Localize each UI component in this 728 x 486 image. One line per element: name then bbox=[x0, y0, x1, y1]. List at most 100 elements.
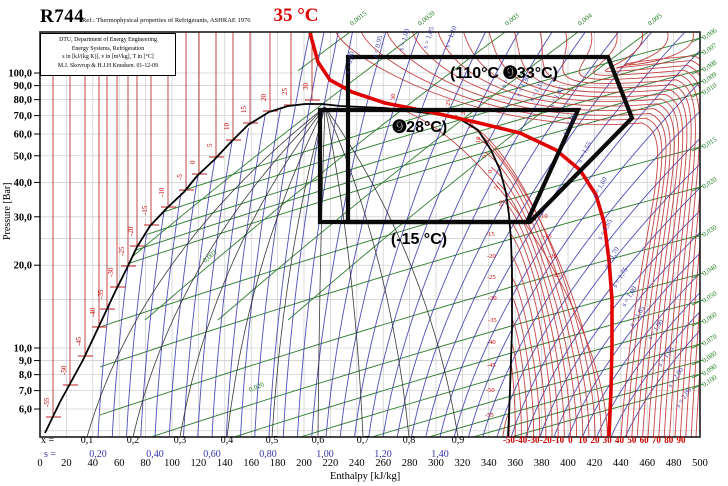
info-line-1: DTU, Department of Energy Engineering bbox=[59, 37, 157, 43]
reference-text: Ref.: Thermophysical properties of Refri… bbox=[82, 17, 251, 24]
svg-text:30: 30 bbox=[390, 94, 397, 101]
svg-text:-40: -40 bbox=[89, 307, 97, 317]
temperature-tick-labels: -50 -40 -30 -20 -10 0 10 20 30 40 50 60 70 80 90 bbox=[503, 435, 686, 445]
cycle-high-stage-annotation: (110°C ➒33°C) bbox=[449, 65, 559, 82]
svg-text:380: 380 bbox=[534, 458, 550, 469]
enthalpy-tick-labels: 0 20 40 60 80 100 120 140 160 180 200 220 240 260 280 3… bbox=[37, 458, 708, 469]
svg-text:20: 20 bbox=[61, 458, 72, 469]
svg-text:40,0: 40,0 bbox=[14, 178, 32, 189]
svg-text:-15: -15 bbox=[543, 233, 552, 240]
svg-text:320: 320 bbox=[455, 458, 471, 469]
svg-text:6,0: 6,0 bbox=[19, 405, 32, 416]
svg-text:-50: -50 bbox=[486, 387, 495, 394]
svg-text:-10: -10 bbox=[539, 213, 548, 220]
svg-text:-20: -20 bbox=[487, 253, 496, 260]
svg-text:-5: -5 bbox=[493, 186, 500, 191]
svg-text:0,6: 0,6 bbox=[312, 435, 325, 446]
svg-text:-5: -5 bbox=[176, 174, 184, 180]
svg-text:25: 25 bbox=[445, 100, 452, 107]
svg-text:120: 120 bbox=[191, 458, 207, 469]
svg-text:30: 30 bbox=[302, 83, 310, 91]
svg-text:140: 140 bbox=[217, 458, 233, 469]
thick-35c-isotherm bbox=[308, 32, 614, 437]
svg-text:9,0: 9,0 bbox=[19, 356, 32, 367]
isochore-lines bbox=[45, 32, 700, 437]
svg-text:1,00: 1,00 bbox=[316, 449, 334, 460]
svg-text:10,0: 10,0 bbox=[14, 344, 32, 355]
svg-text:420: 420 bbox=[587, 458, 603, 469]
svg-text:90: 90 bbox=[677, 435, 687, 445]
svg-text:10: 10 bbox=[475, 137, 482, 144]
svg-text:480: 480 bbox=[666, 458, 682, 469]
quality-tick-labels: x = 0,1 0,2 0,3 0,4 0,5 0,6 0,7 0,8 0,9 bbox=[41, 435, 464, 446]
svg-text:-55: -55 bbox=[43, 397, 51, 407]
svg-text:280: 280 bbox=[402, 458, 418, 469]
svg-text:0,20: 0,20 bbox=[89, 449, 107, 460]
svg-text:-30: -30 bbox=[528, 435, 540, 445]
svg-text:25: 25 bbox=[281, 88, 289, 96]
svg-text:8,0: 8,0 bbox=[19, 370, 32, 381]
svg-text:50,0: 50,0 bbox=[14, 151, 32, 162]
svg-text:0,40: 0,40 bbox=[146, 449, 164, 460]
svg-text:260: 260 bbox=[375, 458, 391, 469]
svg-text:-20: -20 bbox=[540, 435, 552, 445]
svg-text:-35: -35 bbox=[97, 289, 105, 299]
svg-text:-15: -15 bbox=[486, 231, 495, 238]
svg-text:500: 500 bbox=[692, 458, 708, 469]
quality-lines bbox=[86, 106, 459, 437]
svg-text:100: 100 bbox=[164, 458, 180, 469]
info-line-2: Energy Systems, Refrigeration bbox=[71, 45, 145, 52]
pressure-tick-labels: 100,090,0 80,0 70,0 60,0 50,0 40,0 30,0 20,0 10,… bbox=[8, 69, 40, 416]
svg-text:40: 40 bbox=[615, 435, 625, 445]
svg-text:100,0: 100,0 bbox=[8, 69, 32, 80]
svg-text:180: 180 bbox=[270, 458, 286, 469]
svg-text:x =: x = bbox=[41, 435, 55, 446]
svg-text:30: 30 bbox=[603, 435, 613, 445]
svg-text:-30: -30 bbox=[488, 295, 497, 302]
svg-text:10: 10 bbox=[223, 123, 231, 131]
svg-text:1,40: 1,40 bbox=[431, 449, 449, 460]
svg-text:160: 160 bbox=[243, 458, 259, 469]
svg-text:460: 460 bbox=[639, 458, 655, 469]
svg-text:0,9: 0,9 bbox=[452, 435, 465, 446]
svg-text:70: 70 bbox=[652, 435, 662, 445]
refrigeration-cycle bbox=[317, 54, 635, 225]
svg-text:0,3: 0,3 bbox=[174, 435, 187, 446]
svg-text:80: 80 bbox=[140, 458, 151, 469]
svg-text:0,8: 0,8 bbox=[403, 435, 416, 446]
page-title: R744 bbox=[40, 6, 85, 27]
svg-text:-50: -50 bbox=[503, 435, 515, 445]
cycle-mid-stage-annotation: ➒28°C) bbox=[392, 119, 448, 136]
svg-text:0,60: 0,60 bbox=[203, 449, 221, 460]
svg-text:-10: -10 bbox=[552, 435, 564, 445]
svg-text:240: 240 bbox=[349, 458, 365, 469]
svg-text:0: 0 bbox=[189, 160, 197, 164]
svg-text:0,80: 0,80 bbox=[259, 449, 277, 460]
svg-text:-30: -30 bbox=[107, 267, 115, 277]
info-line-4: M.J. Skovrup & H.J.H Knudsen. 01-12-09 bbox=[57, 62, 159, 69]
svg-text:s = 0,90: s = 0,90 bbox=[344, 50, 356, 74]
svg-text:-50: -50 bbox=[60, 365, 68, 375]
isentrope-lines bbox=[97, 32, 700, 437]
svg-text:1,20: 1,20 bbox=[374, 449, 392, 460]
svg-text:-55: -55 bbox=[485, 412, 494, 419]
svg-text:0,2: 0,2 bbox=[127, 435, 140, 446]
svg-text:-25: -25 bbox=[552, 272, 561, 279]
svg-text:10: 10 bbox=[578, 435, 588, 445]
svg-text:20: 20 bbox=[590, 435, 600, 445]
isotherm-35c-label: 35 °C bbox=[273, 5, 319, 26]
svg-text:-25: -25 bbox=[118, 246, 126, 256]
svg-text:0,4: 0,4 bbox=[221, 435, 234, 446]
svg-text:200: 200 bbox=[296, 458, 312, 469]
svg-text:30,0: 30,0 bbox=[14, 212, 32, 223]
svg-text:-35: -35 bbox=[488, 317, 497, 324]
svg-text:70,0: 70,0 bbox=[14, 111, 32, 122]
svg-text:s =: s = bbox=[44, 449, 56, 460]
svg-text:80: 80 bbox=[664, 435, 674, 445]
svg-text:5: 5 bbox=[481, 155, 488, 158]
enthalpy-axis-title: Enthalpy [kJ/kg] bbox=[330, 471, 401, 482]
svg-text:60: 60 bbox=[640, 435, 650, 445]
svg-text:5: 5 bbox=[206, 143, 214, 147]
